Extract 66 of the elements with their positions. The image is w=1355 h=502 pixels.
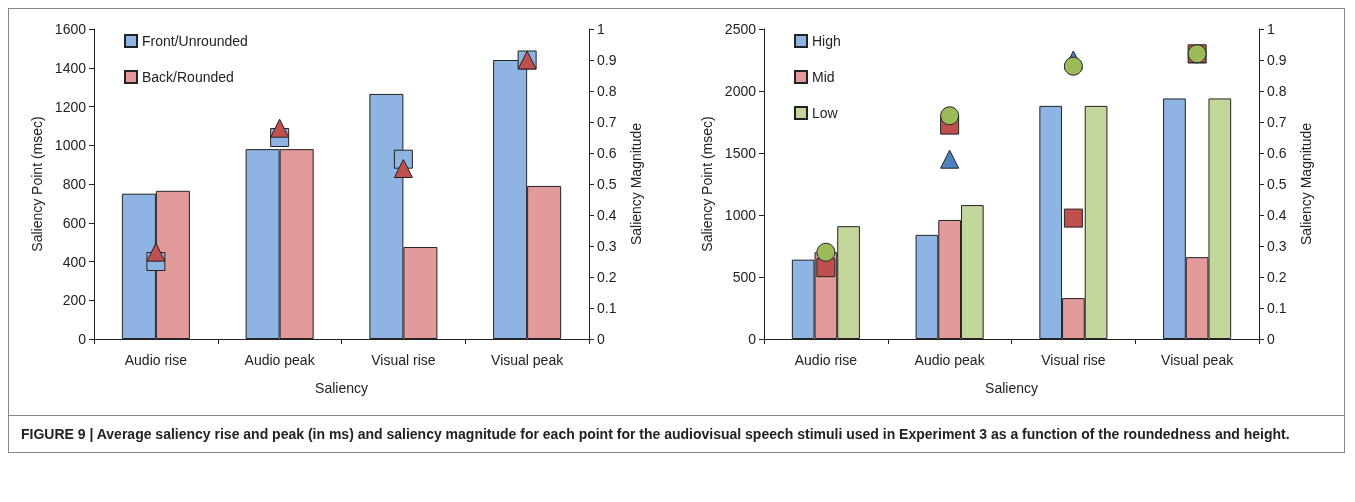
point [1063, 208, 1083, 228]
legend-label: Mid [812, 69, 835, 85]
y-tick-label: 0 [78, 331, 87, 347]
legend-label: Back/Rounded [142, 69, 234, 85]
y2-tick-label: 0.9 [597, 52, 617, 68]
y2-tick-label: 0.9 [1267, 52, 1287, 68]
y2-axis-title: Saliency Magnitude [1298, 122, 1314, 246]
x-tick-label: Audio rise [794, 352, 858, 368]
legend-label: Low [812, 105, 839, 121]
y2-tick-label: 1 [597, 21, 605, 37]
y-tick-label: 400 [62, 253, 87, 270]
y2-tick-label: 1 [1267, 21, 1275, 37]
y2-tick-label: 0.2 [1267, 269, 1287, 285]
y2-tick-label: 0.8 [597, 83, 617, 99]
caption: FIGURE 9 | Average saliency rise and peak (in ms) and saliency magnitude for each point for the audiovisual speech stimuli used in Experiment 3 as a function of the roundedness and height. [21, 426, 1291, 442]
point [940, 149, 960, 169]
x-axis-title: Saliency [985, 380, 1038, 396]
x-tick-label: Visual rise [371, 352, 436, 368]
point [1063, 56, 1083, 76]
y2-tick-label: 0.4 [597, 207, 617, 223]
y2-tick-label: 0 [1267, 331, 1275, 347]
legend-label: Front/Unrounded [142, 33, 248, 49]
y2-tick-label: 0.8 [1267, 83, 1287, 99]
x-axis-title: Saliency [315, 380, 368, 396]
y2-tick-label: 0.6 [597, 145, 617, 161]
y2-tick-label: 0.3 [1267, 238, 1287, 254]
y-tick-label: 600 [62, 214, 87, 231]
y2-tick-label: 0.4 [1267, 207, 1287, 223]
x-tick-label: Audio rise [124, 352, 188, 368]
y-tick-label: 1000 [54, 137, 87, 154]
point [393, 159, 413, 178]
y2-tick-label: 0.2 [597, 269, 617, 285]
y-tick-label: 800 [62, 176, 87, 192]
x-tick-label: Visual rise [1041, 352, 1106, 368]
legend-label: High [812, 33, 841, 49]
y2-tick-label: 0.3 [597, 238, 617, 254]
y2-tick-label: 0.5 [1267, 176, 1287, 192]
x-tick-label: Audio peak [244, 352, 316, 368]
y2-tick-label: 0 [597, 331, 605, 347]
y-tick-label: 0 [748, 331, 757, 347]
y-axis-title: Saliency Point (msec) [698, 116, 715, 252]
y-tick-label: 1500 [724, 145, 757, 161]
point [146, 242, 166, 262]
y-tick-label: 200 [62, 292, 87, 309]
x-tick-label: Visual peak [491, 352, 565, 368]
y-tick-label: 1200 [54, 98, 87, 115]
x-tick-label: Visual peak [1161, 352, 1235, 368]
y2-tick-label: 0.1 [597, 300, 617, 316]
x-tick-label: Audio peak [914, 352, 986, 368]
y-tick-label: 2000 [724, 83, 757, 99]
y-axis-title: Saliency Point (msec) [28, 116, 45, 252]
point [816, 242, 836, 262]
y-tick-label: 1400 [54, 59, 87, 76]
point [270, 118, 290, 138]
y2-tick-label: 0.7 [1267, 114, 1287, 130]
y2-tick-label: 0.5 [597, 176, 617, 192]
y-tick-label: 1000 [724, 207, 757, 223]
point [816, 258, 836, 278]
y-tick-label: 500 [732, 269, 757, 285]
y-tick-label: 2500 [724, 21, 757, 37]
point [940, 106, 960, 126]
y2-tick-label: 0.7 [597, 114, 617, 130]
y2-tick-label: 0.1 [1267, 300, 1287, 316]
y-tick-label: 1600 [54, 21, 87, 37]
y2-axis-title: Saliency Magnitude [628, 122, 644, 246]
y2-tick-label: 0.6 [1267, 145, 1287, 161]
